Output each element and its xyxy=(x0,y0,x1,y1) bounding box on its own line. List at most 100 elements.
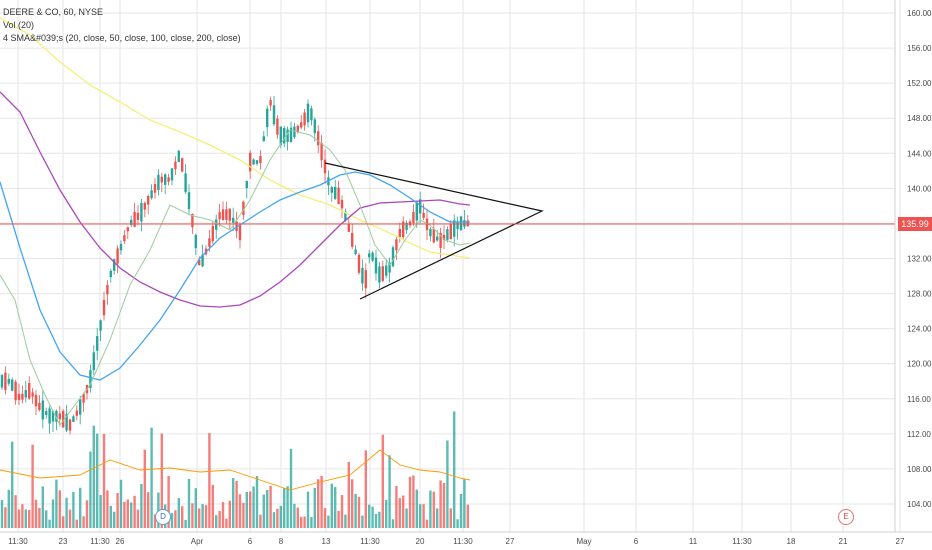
time-tick-label: 23 xyxy=(59,537,68,546)
candle-body xyxy=(45,411,48,415)
volume-bar xyxy=(184,519,187,528)
volume-bar xyxy=(68,509,72,528)
volume-bar xyxy=(408,476,412,528)
candle-body xyxy=(106,285,109,295)
sma-200-line xyxy=(0,17,471,259)
candle-body xyxy=(385,265,388,276)
earnings-marker[interactable]: E xyxy=(838,509,854,525)
candle-body xyxy=(249,152,252,172)
price-tick-label: 124.00 xyxy=(907,325,932,334)
dividend-marker[interactable]: D xyxy=(155,509,171,525)
volume-bar xyxy=(242,502,245,528)
candle-body xyxy=(317,131,320,146)
candle-body xyxy=(354,249,357,255)
price-tick-label: 152.00 xyxy=(907,79,932,88)
volume-bar xyxy=(133,495,136,528)
price-tick-label: 140.00 xyxy=(907,184,932,193)
volume-bar xyxy=(7,489,10,528)
time-axis[interactable]: 11:30 23 11:30 26 Apr 6 8 13 11:30 20 11:30 27 May 6 1… xyxy=(8,537,905,546)
volume-bar xyxy=(113,511,116,528)
candle-body xyxy=(272,105,276,125)
candle-body xyxy=(170,168,174,181)
candle-body xyxy=(459,216,463,231)
candle-body xyxy=(310,108,313,121)
candle-body xyxy=(31,392,34,397)
candle-body xyxy=(344,211,347,221)
candle-body xyxy=(4,372,7,390)
time-tick-label: Apr xyxy=(191,537,204,546)
candle-body xyxy=(21,393,24,400)
candle-body xyxy=(361,267,364,284)
chart-legend: DEERE & CO, 60, NYSE Vol (20) 4 SMA&#039… xyxy=(3,6,241,45)
candle-body xyxy=(453,220,456,237)
symbol-title[interactable]: DEERE & CO, 60, NYSE xyxy=(3,7,104,17)
candle-body xyxy=(140,202,143,222)
candle-body xyxy=(41,400,44,420)
volume-average-line xyxy=(0,449,471,491)
volume-bar xyxy=(286,486,289,528)
candle-body xyxy=(218,212,221,220)
volume-bar xyxy=(221,502,225,528)
triangle-pattern[interactable] xyxy=(324,162,544,300)
price-axis[interactable]: 160.00156.00152.00148.00144.00140.00136.… xyxy=(907,9,932,509)
volume-bar xyxy=(167,476,170,528)
time-tick-label: 21 xyxy=(839,537,848,546)
volume-bar xyxy=(160,433,163,528)
candle-body xyxy=(255,160,259,164)
volume-bar xyxy=(126,499,129,528)
candle-body xyxy=(157,174,160,191)
volume-bar xyxy=(249,491,252,528)
candle-body xyxy=(463,220,466,227)
price-tick-label: 144.00 xyxy=(907,149,932,158)
candle-body xyxy=(398,228,401,237)
volume-bar xyxy=(181,506,184,528)
candle-body xyxy=(184,173,187,193)
volume-bar xyxy=(147,492,150,528)
candle-body xyxy=(276,118,279,135)
volume-bar xyxy=(337,510,340,528)
current-price-tag: 135.99 xyxy=(898,217,932,231)
candle-body xyxy=(48,408,51,424)
candle-body xyxy=(439,232,442,249)
volume-bar xyxy=(453,411,456,528)
volume-indicator-label[interactable]: Vol (20) xyxy=(3,20,35,30)
candle-body xyxy=(75,410,78,416)
time-tick-label: 18 xyxy=(787,537,796,546)
volume-bar xyxy=(279,505,282,528)
candle-body xyxy=(160,176,163,183)
volume-bar xyxy=(170,512,174,528)
volume-bar xyxy=(317,479,320,528)
volume-bar xyxy=(354,493,357,528)
volume-bar xyxy=(106,490,109,528)
candle-body xyxy=(96,336,99,351)
price-tick-label: 156.00 xyxy=(907,44,932,53)
candle-body xyxy=(320,142,323,161)
candle-body xyxy=(164,174,167,185)
volume-bar xyxy=(211,484,214,528)
volume-bar xyxy=(191,503,194,528)
candle-body xyxy=(191,214,194,228)
sma-indicator-label[interactable]: 4 SMA&#039;s (20, close, 50, close, 100,… xyxy=(3,33,241,43)
candle-body xyxy=(167,177,170,182)
volume-bar xyxy=(65,497,68,528)
candle-body xyxy=(381,266,384,281)
candle-body xyxy=(225,209,228,220)
sma-100-line xyxy=(0,91,471,308)
volume-bar xyxy=(334,487,337,528)
volume-bar xyxy=(351,479,354,528)
volume-bar xyxy=(364,450,367,528)
volume-bar xyxy=(306,491,310,528)
volume-bar xyxy=(463,479,466,528)
candle-body xyxy=(351,232,354,247)
volume-bar xyxy=(75,519,78,528)
price-tick-label: 120.00 xyxy=(907,360,932,369)
candle-body xyxy=(293,126,296,138)
volume-bar xyxy=(24,509,27,528)
volume-bar xyxy=(391,519,395,528)
candle-body xyxy=(266,108,269,128)
candle-body xyxy=(368,253,371,258)
volume-bar xyxy=(398,498,401,528)
volume-bar xyxy=(323,508,327,528)
volume-bar xyxy=(320,475,323,528)
